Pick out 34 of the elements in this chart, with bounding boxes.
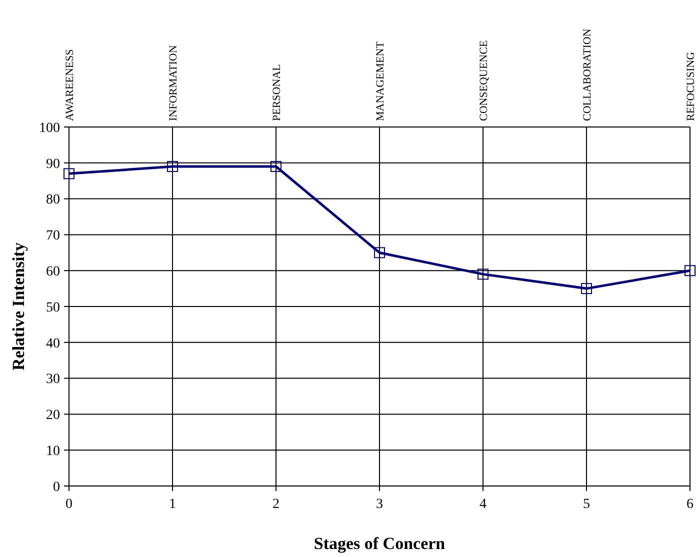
x-tick-label: 3 <box>376 497 383 512</box>
text: INFORMATION <box>168 45 180 121</box>
y-tick-label: 20 <box>46 408 60 424</box>
x-tick-label: 0 <box>66 497 72 512</box>
y-tick-label: 90 <box>46 156 60 172</box>
y-tick-label: 30 <box>46 372 60 388</box>
text: AWAREENESS <box>64 49 76 121</box>
y-axis-title: Relative Intensity <box>9 242 28 370</box>
y-tick-label: 50 <box>46 300 60 316</box>
y-tick-label: 40 <box>46 336 60 352</box>
y-tick-label: 80 <box>46 192 60 208</box>
point <box>374 247 385 258</box>
text: REFOCUSING <box>685 52 696 121</box>
text: PERSONAL <box>271 64 283 121</box>
y-tick-label: 100 <box>39 120 60 136</box>
x-tick-label: 2 <box>272 497 280 512</box>
point <box>684 265 696 276</box>
point <box>270 160 282 172</box>
y-tick-label: 0 <box>53 480 60 495</box>
point <box>64 168 74 180</box>
y-tick-label: 60 <box>46 264 60 280</box>
point <box>167 160 178 172</box>
y-tick-label: 70 <box>46 228 60 244</box>
point <box>478 268 488 280</box>
text: MANAGEMENT <box>374 41 386 121</box>
y-tick-label: 10 <box>46 444 60 459</box>
x-tick-label: 5 <box>583 497 590 512</box>
x-tick-label: 4 <box>480 497 486 512</box>
text: CONSEQUENCE <box>478 40 490 121</box>
x-axis-title: Stages of Concern <box>314 534 446 553</box>
x-tick-label: 6 <box>686 497 694 512</box>
point <box>581 283 592 294</box>
x-tick-label: 1 <box>169 497 176 512</box>
text: COLLABORATION <box>582 28 594 121</box>
